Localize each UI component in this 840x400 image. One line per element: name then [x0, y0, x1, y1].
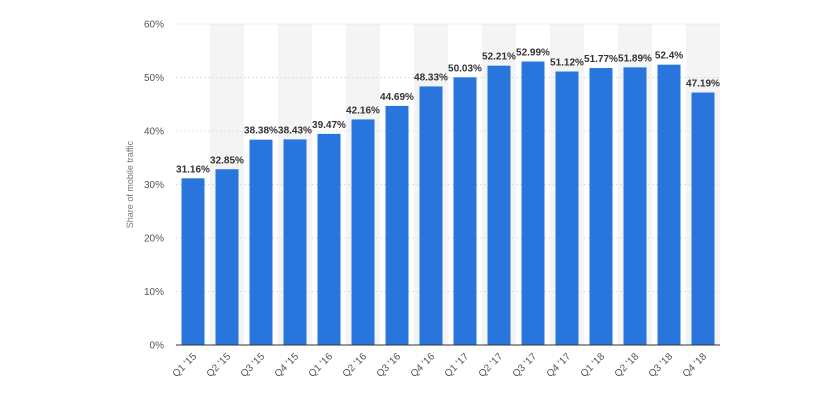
- bar: [419, 86, 443, 345]
- bar: [555, 71, 579, 346]
- data-label: 32.85%: [210, 155, 244, 166]
- y-tick-label: 30%: [144, 180, 164, 191]
- y-tick-label: 50%: [144, 73, 164, 84]
- x-tick-label: Q3 '16: [375, 351, 404, 380]
- x-tick-label: Q4 '15: [273, 351, 302, 380]
- y-tick-label: 20%: [144, 234, 164, 245]
- data-label: 47.19%: [686, 79, 720, 90]
- bar: [691, 92, 715, 345]
- y-tick-label: 60%: [144, 20, 164, 31]
- x-tick-label: Q2 '17: [477, 351, 506, 380]
- y-tick-label: 40%: [144, 127, 164, 138]
- y-tick-label: 10%: [144, 287, 164, 298]
- x-tick-label: Q3 '18: [647, 351, 676, 380]
- x-tick-label: Q4 '17: [545, 351, 574, 380]
- x-tick-label: Q4 '18: [681, 351, 710, 380]
- bar: [623, 67, 647, 346]
- bar: [249, 139, 273, 345]
- data-label: 51.12%: [550, 58, 584, 69]
- data-labels: 31.16%32.85% 38.38% 38.43%39.47%42.16%44.6…: [176, 48, 720, 176]
- bar: [589, 68, 613, 345]
- bar: [385, 105, 409, 345]
- data-label: 51.77%: [584, 54, 618, 65]
- x-tick-label: Q3 '17: [511, 351, 540, 380]
- x-tick-label: Q1 '17: [443, 351, 472, 380]
- bar: [215, 169, 239, 345]
- bars: [181, 61, 715, 346]
- x-tick-label: Q3 '15: [239, 351, 268, 380]
- y-tick-label: 0%: [150, 341, 165, 352]
- data-label: 50.03%: [448, 63, 482, 74]
- bar: [453, 77, 477, 345]
- x-tick-label: Q4 '16: [409, 351, 438, 380]
- x-tick-label: Q2 '16: [341, 351, 370, 380]
- bar: [521, 61, 545, 345]
- data-label: 52.21%: [482, 52, 516, 63]
- data-label: 39.47%: [312, 120, 346, 131]
- y-axis-title: Share of mobile traffic: [125, 140, 135, 228]
- data-label: 42.16%: [346, 105, 380, 116]
- bar: [487, 65, 511, 345]
- bar: [317, 133, 341, 345]
- data-label: 44.69%: [380, 92, 414, 103]
- data-label: 52.4%: [655, 51, 683, 62]
- x-tick-label: Q1 '16: [307, 351, 336, 380]
- bar: [181, 178, 205, 345]
- bar: [351, 119, 375, 345]
- x-axis-ticks: Q1 '15 Q2 '15 Q3 '15 Q4 '15 Q1 '16 Q2 '16 Q3 '…: [171, 351, 710, 380]
- bar: [657, 64, 681, 345]
- y-axis-ticks: 0% 10% 20% 30% 40% 50% 60%: [144, 20, 164, 352]
- data-label: 48.33%: [414, 72, 448, 83]
- x-tick-label: Q1 '15: [171, 351, 200, 380]
- data-label: 51.89%: [618, 53, 652, 64]
- x-tick-label: Q2 '15: [205, 351, 234, 380]
- x-tick-label: Q2 '18: [613, 351, 642, 380]
- bar: [283, 139, 307, 345]
- data-label: 52.99%: [516, 48, 550, 59]
- data-label: 31.16%: [176, 164, 210, 175]
- x-tick-label: Q1 '18: [579, 351, 608, 380]
- data-label: 38.43%: [278, 125, 312, 136]
- data-label: 38.38%: [244, 126, 278, 137]
